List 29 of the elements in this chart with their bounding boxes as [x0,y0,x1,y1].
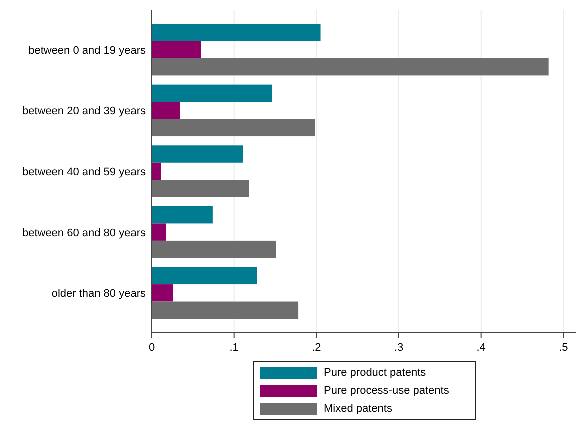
x-tick-label: .2 [312,342,322,354]
bar [152,206,213,224]
bar [152,58,549,76]
y-tick-label: between 0 and 19 years [28,44,146,57]
bar [152,240,276,258]
bar [152,224,166,241]
bar [152,284,174,302]
x-tick-label: .4 [476,342,486,354]
y-tick-label: between 40 and 59 years [22,166,146,178]
bar [152,302,299,320]
y-tick-label: older than 80 years [52,288,146,300]
x-tick-label: .3 [394,342,404,354]
x-tick-label: 0 [148,342,156,354]
x-tick-label: .1 [230,342,239,354]
text: Pure product patents [324,367,427,379]
bar [152,146,244,163]
bar [152,24,321,42]
bar [152,162,162,180]
text: Pure process-use patents [324,385,450,397]
bar [152,102,180,120]
y-tick-label: between 60 and 80 years [22,227,146,240]
bar [152,180,250,198]
y-tick-label: between 20 and 39 years [22,106,146,118]
x-tick-label: .5 [559,342,568,354]
text: Mixed patents [324,403,393,415]
bar [152,267,258,285]
bar [152,119,316,137]
bar [152,41,202,58]
bar [152,84,272,102]
